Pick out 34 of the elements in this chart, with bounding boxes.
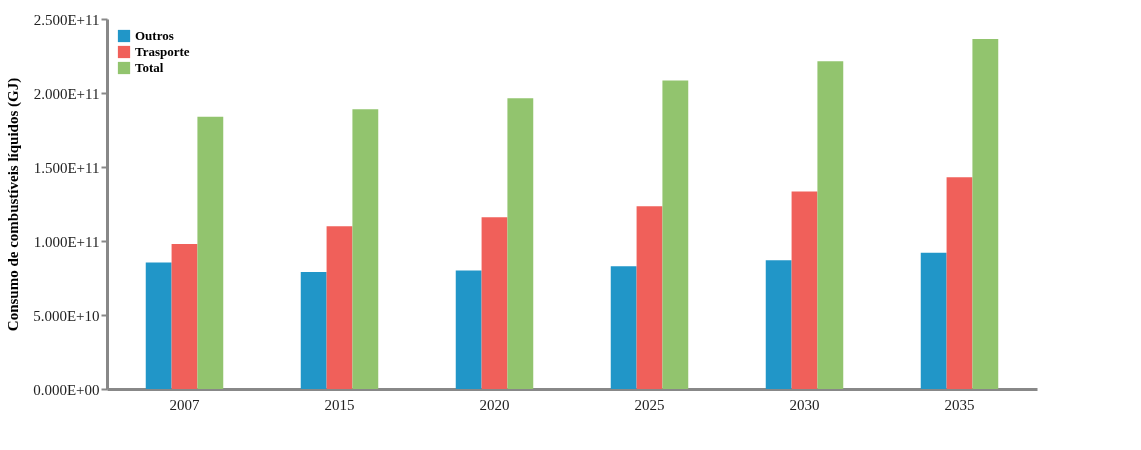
x-tick-label: 2007 (169, 396, 200, 413)
bar (455, 270, 482, 389)
bar (326, 226, 353, 389)
y-tick-label: 2.500E+11 (33, 11, 100, 28)
bar (352, 109, 379, 389)
bar (610, 266, 637, 389)
bar (171, 243, 198, 389)
x-tick-label: 2035 (944, 396, 975, 413)
bar (946, 177, 973, 389)
bar (920, 252, 947, 389)
bar (972, 38, 999, 389)
legend-label: Total (135, 60, 164, 75)
bar (507, 98, 534, 389)
x-tick-label: 2025 (634, 396, 665, 413)
legend-label: Trasporte (135, 44, 190, 59)
bar (662, 80, 689, 389)
y-tick-label: 1.000E+11 (33, 233, 100, 250)
bar (197, 116, 224, 389)
x-tick-label: 2015 (324, 396, 355, 413)
legend-label: Outros (135, 28, 174, 43)
bar (791, 191, 818, 389)
y-tick-label: 0.000E+00 (33, 381, 100, 398)
bar (300, 272, 327, 389)
bar (817, 61, 844, 389)
bar (636, 206, 663, 389)
bar (145, 262, 172, 389)
y-tick-label: 2.000E+11 (33, 85, 100, 102)
y-axis-title: Consumo de combustíveis líquidos (GJ) (5, 77, 23, 332)
bar (481, 217, 508, 389)
y-tick-label: 5.000E+10 (33, 307, 100, 324)
y-tick-label: 1.500E+11 (33, 159, 100, 176)
bar (765, 260, 792, 389)
x-tick-label: 2030 (789, 396, 820, 413)
x-tick-label: 2020 (479, 396, 510, 413)
